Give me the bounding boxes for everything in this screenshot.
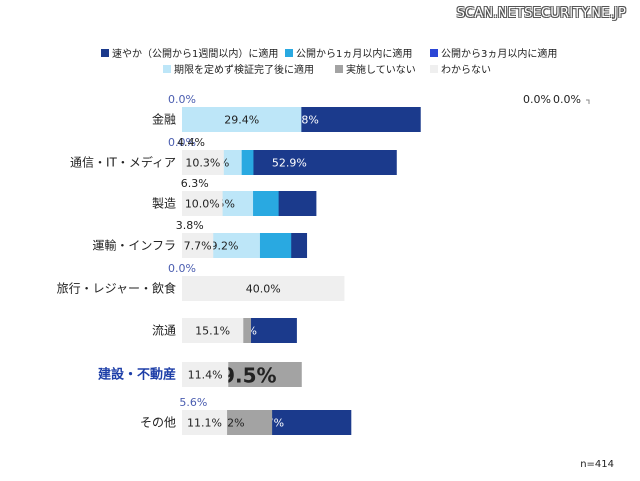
data-label-2-5: 10.0% (185, 198, 220, 211)
bar-segment-6-5 (182, 362, 229, 387)
data-label-4-5: 40.0% (246, 283, 281, 296)
sample-size-note: n=414 (580, 459, 614, 470)
bar-segment-0-3 (182, 107, 302, 132)
legend-label-2: 公開から3ヵ月以内に適用 (441, 47, 557, 60)
data-label-5-5: 15.1% (195, 325, 230, 338)
data-label-0-2: 0.0% (168, 93, 196, 106)
category-label-3: 運輸・インフラ (92, 238, 176, 253)
bar-segment-2-5 (182, 191, 223, 216)
bar-segment-4-5 (182, 276, 345, 301)
category-label-5: 流通 (152, 324, 176, 338)
legend-label-4: 実施していない (346, 63, 416, 76)
bar-segment-5-5 (182, 318, 244, 343)
bar-segment-7-5 (182, 410, 228, 435)
data-label-4-2: 0.0% (168, 262, 196, 275)
data-label-0-3: 29.4% (224, 114, 259, 127)
category-label-4: 旅行・レジャー・飲食 (57, 281, 176, 296)
bar-segment-3-5 (182, 233, 214, 258)
legend-swatch-4 (335, 65, 343, 73)
corner-bracket (586, 99, 590, 104)
data-label-1-4: 4.4% (177, 136, 205, 149)
legend-label-0: 速やか（公開から1週間以内）に適用 (112, 47, 278, 60)
data-label-1-5: 10.3% (185, 157, 220, 170)
legend-label-1: 公開から1ヵ月以内に適用 (296, 47, 412, 60)
category-label-7: その他 (140, 416, 176, 430)
legend-swatch-1 (285, 49, 293, 57)
bar-segment-1-5 (182, 150, 224, 175)
legend-swatch-3 (163, 65, 171, 73)
data-label-1-0: 52.9% (272, 157, 307, 170)
data-label-6-5: 11.4% (188, 369, 223, 382)
data-label-7-5: 11.1% (187, 417, 222, 430)
legend-swatch-5 (430, 65, 438, 73)
data-label-3-4: 3.8% (176, 219, 204, 232)
category-label-0: 金融 (152, 112, 176, 127)
data-label-7-2: 5.6% (179, 396, 207, 409)
legend-swatch-2 (430, 49, 438, 57)
watermark: SCAN.NETSECURITY.NE.JP (456, 6, 626, 21)
data-label-1-2: 0.0% (168, 136, 196, 149)
data-label-0-5: 0.0% (553, 93, 581, 106)
category-label-2: 製造 (152, 197, 176, 211)
category-label-1: 通信・IT・メディア (70, 155, 176, 170)
legend-swatch-0 (101, 49, 109, 57)
legend-label-3: 期限を定めず検証完了後に適用 (174, 63, 314, 76)
data-label-2-4: 6.3% (181, 177, 209, 190)
data-label-3-5: 7.7% (184, 240, 212, 253)
category-label-6: 建設・不動産 (98, 367, 176, 383)
data-label-0-4: 0.0% (523, 93, 551, 106)
legend-label-5: わからない (441, 64, 491, 76)
